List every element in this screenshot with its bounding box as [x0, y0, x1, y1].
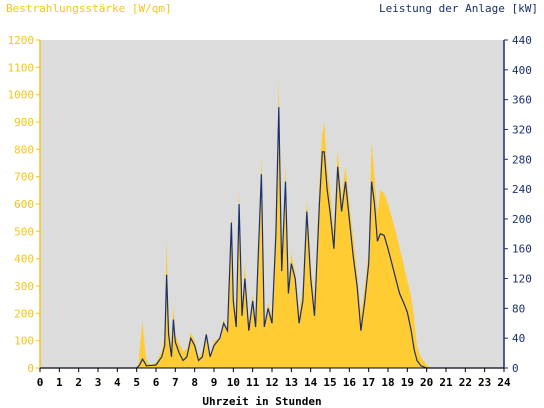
- x-tick-label: 21: [439, 376, 453, 389]
- x-tick-label: 13: [285, 376, 298, 389]
- right-tick-label: 360: [512, 94, 532, 107]
- x-tick-label: 18: [381, 376, 394, 389]
- left-tick-label: 400: [14, 253, 34, 266]
- right-tick-label: 240: [512, 183, 532, 196]
- right-tick-label: 0: [512, 362, 519, 375]
- x-tick-label: 2: [75, 376, 82, 389]
- left-tick-label: 900: [14, 116, 34, 129]
- x-tick-label: 3: [95, 376, 102, 389]
- irradiance-area: [40, 78, 504, 369]
- x-tick-label: 22: [459, 376, 472, 389]
- x-axis-title: Uhrzeit in Stunden: [202, 395, 321, 408]
- x-tick-label: 24: [497, 376, 511, 389]
- left-tick-label: 200: [14, 307, 34, 320]
- x-tick-label: 15: [323, 376, 336, 389]
- x-tick-label: 9: [211, 376, 218, 389]
- right-tick-label: 320: [512, 123, 532, 136]
- x-tick-label: 12: [265, 376, 278, 389]
- right-tick-label: 200: [512, 213, 532, 226]
- left-tick-label: 500: [14, 225, 34, 238]
- left-tick-label: 0: [27, 362, 34, 375]
- right-tick-label: 40: [512, 332, 525, 345]
- left-tick-group: 0 100 200 300 400 500 600 700 800 900 1000 1100 1200: [8, 34, 40, 375]
- left-axis-title: Bestrahlungsstärke [W/qm]: [6, 2, 172, 15]
- right-tick-label: 440: [512, 34, 532, 47]
- power-line: [40, 107, 504, 369]
- x-tick-label: 5: [133, 376, 140, 389]
- left-tick-label: 1200: [8, 34, 35, 47]
- x-tick-label: 7: [172, 376, 179, 389]
- right-tick-label: 80: [512, 302, 525, 315]
- x-tick-group: 0 1 2 3 4 5 6 7 8 9 10 11 12 13 14 15 16 17 18 19 20 21 22 23 24: [37, 368, 511, 389]
- right-tick-label: 400: [512, 64, 532, 77]
- right-tick-group: 0 40 80 120 160 200 240 280 320 360 400 440: [504, 34, 532, 375]
- x-tick-label: 1: [56, 376, 63, 389]
- right-axis-title: Leistung der Anlage [kW]: [379, 2, 538, 15]
- right-tick-label: 280: [512, 153, 532, 166]
- x-tick-label: 17: [362, 376, 375, 389]
- x-tick-label: 10: [227, 376, 240, 389]
- left-tick-label: 1000: [8, 89, 35, 102]
- left-tick-label: 600: [14, 198, 34, 211]
- x-tick-label: 19: [401, 376, 414, 389]
- x-tick-label: 14: [304, 376, 318, 389]
- left-tick-label: 800: [14, 143, 34, 156]
- right-tick-label: 160: [512, 243, 532, 256]
- left-tick-label: 100: [14, 335, 34, 348]
- x-tick-label: 11: [246, 376, 260, 389]
- right-tick-label: 120: [512, 273, 532, 286]
- x-tick-label: 4: [114, 376, 121, 389]
- left-tick-label: 300: [14, 280, 34, 293]
- x-tick-label: 0: [37, 376, 44, 389]
- x-tick-label: 6: [153, 376, 160, 389]
- left-tick-label: 1100: [8, 61, 35, 74]
- left-tick-label: 700: [14, 171, 34, 184]
- x-tick-label: 16: [343, 376, 357, 389]
- x-tick-label: 8: [191, 376, 198, 389]
- x-tick-label: 23: [478, 376, 491, 389]
- x-tick-label: 20: [420, 376, 433, 389]
